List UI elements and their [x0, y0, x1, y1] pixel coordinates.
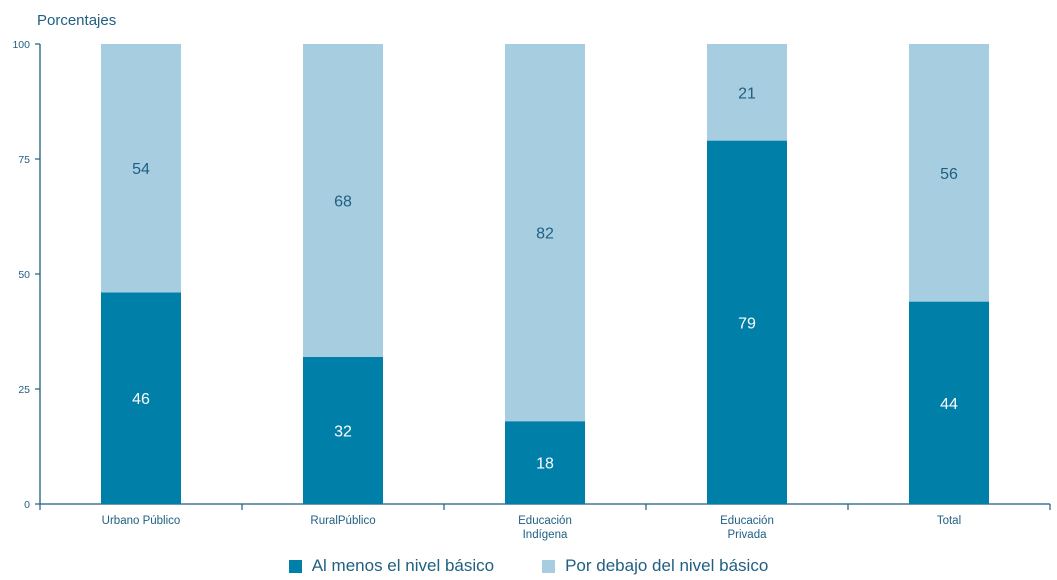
- legend-label-series-2: Por debajo del nivel básico: [565, 556, 769, 575]
- stacked-bar-chart: Porcentajes 0 25 50 75 100 Urbano Público Rura…: [12, 12, 1051, 541]
- bar-segment-series-1: [707, 140, 787, 504]
- bar-segment-series-2: [707, 44, 787, 141]
- bar-segment-series-2: [909, 44, 989, 302]
- value-labels: 46 32 18 79 44 54 68 82 21 56: [132, 85, 958, 472]
- data-label-series-2: 56: [940, 166, 958, 183]
- bar-segment-series-1: [303, 356, 383, 504]
- y-tick-label: 50: [18, 269, 30, 281]
- axes: 0 25 50 75 100 Urbano Público RuralPúblico Educ…: [12, 39, 1051, 541]
- x-category-label: RuralPúblico: [310, 515, 375, 527]
- legend-item-series-1: Al menos el nivel básico: [288, 556, 495, 576]
- bar-segment-series-1: [101, 292, 181, 504]
- x-category-label-line: Educación: [720, 515, 774, 527]
- x-category-label-line: Educación: [518, 515, 572, 527]
- legend-label-series-1: Al menos el nivel básico: [311, 556, 495, 575]
- y-tick-label: 0: [24, 499, 30, 511]
- legend-swatch-series-2: [542, 559, 556, 573]
- legend-item-series-2: Por debajo del nivel básico: [542, 556, 768, 576]
- x-category-label-line: Urbano Público: [102, 515, 181, 527]
- bar-segment-series-1: [505, 421, 585, 504]
- bar-segment-series-2: [303, 44, 383, 357]
- bar-segment-series-2: [101, 44, 181, 293]
- x-category-label: Urbano Público: [102, 515, 181, 527]
- x-category-label: Educación Privada: [720, 515, 774, 541]
- bars: [101, 44, 989, 504]
- bar-segment-series-1: [909, 301, 989, 504]
- x-category-label: Total: [937, 515, 961, 527]
- data-label-series-1: 44: [940, 396, 958, 413]
- data-label-series-2: 54: [132, 161, 150, 178]
- data-label-series-2: 68: [334, 193, 352, 210]
- data-label-series-2: 82: [536, 226, 554, 243]
- y-tick-label: 100: [12, 39, 30, 51]
- x-category-label-line: RuralPúblico: [310, 515, 375, 527]
- x-category-label-line: Indígena: [523, 529, 568, 541]
- x-category-label-line: Total: [937, 515, 961, 527]
- legend: Al menos el nivel básico Por debajo del …: [0, 552, 1057, 580]
- y-tick-label: 25: [18, 384, 30, 396]
- legend-swatch-series-1: [288, 559, 302, 573]
- bar-segment-series-2: [505, 44, 585, 422]
- x-category-label-line: Privada: [728, 529, 768, 541]
- y-tick-label: 75: [18, 154, 30, 166]
- data-label-series-1: 18: [536, 456, 554, 473]
- data-label-series-1: 79: [738, 315, 756, 332]
- data-label-series-1: 46: [132, 391, 150, 408]
- x-category-label: Educación Indígena: [518, 515, 572, 541]
- y-axis-title: Porcentajes: [37, 12, 116, 29]
- data-label-series-1: 32: [334, 423, 352, 440]
- data-label-series-2: 21: [738, 85, 756, 102]
